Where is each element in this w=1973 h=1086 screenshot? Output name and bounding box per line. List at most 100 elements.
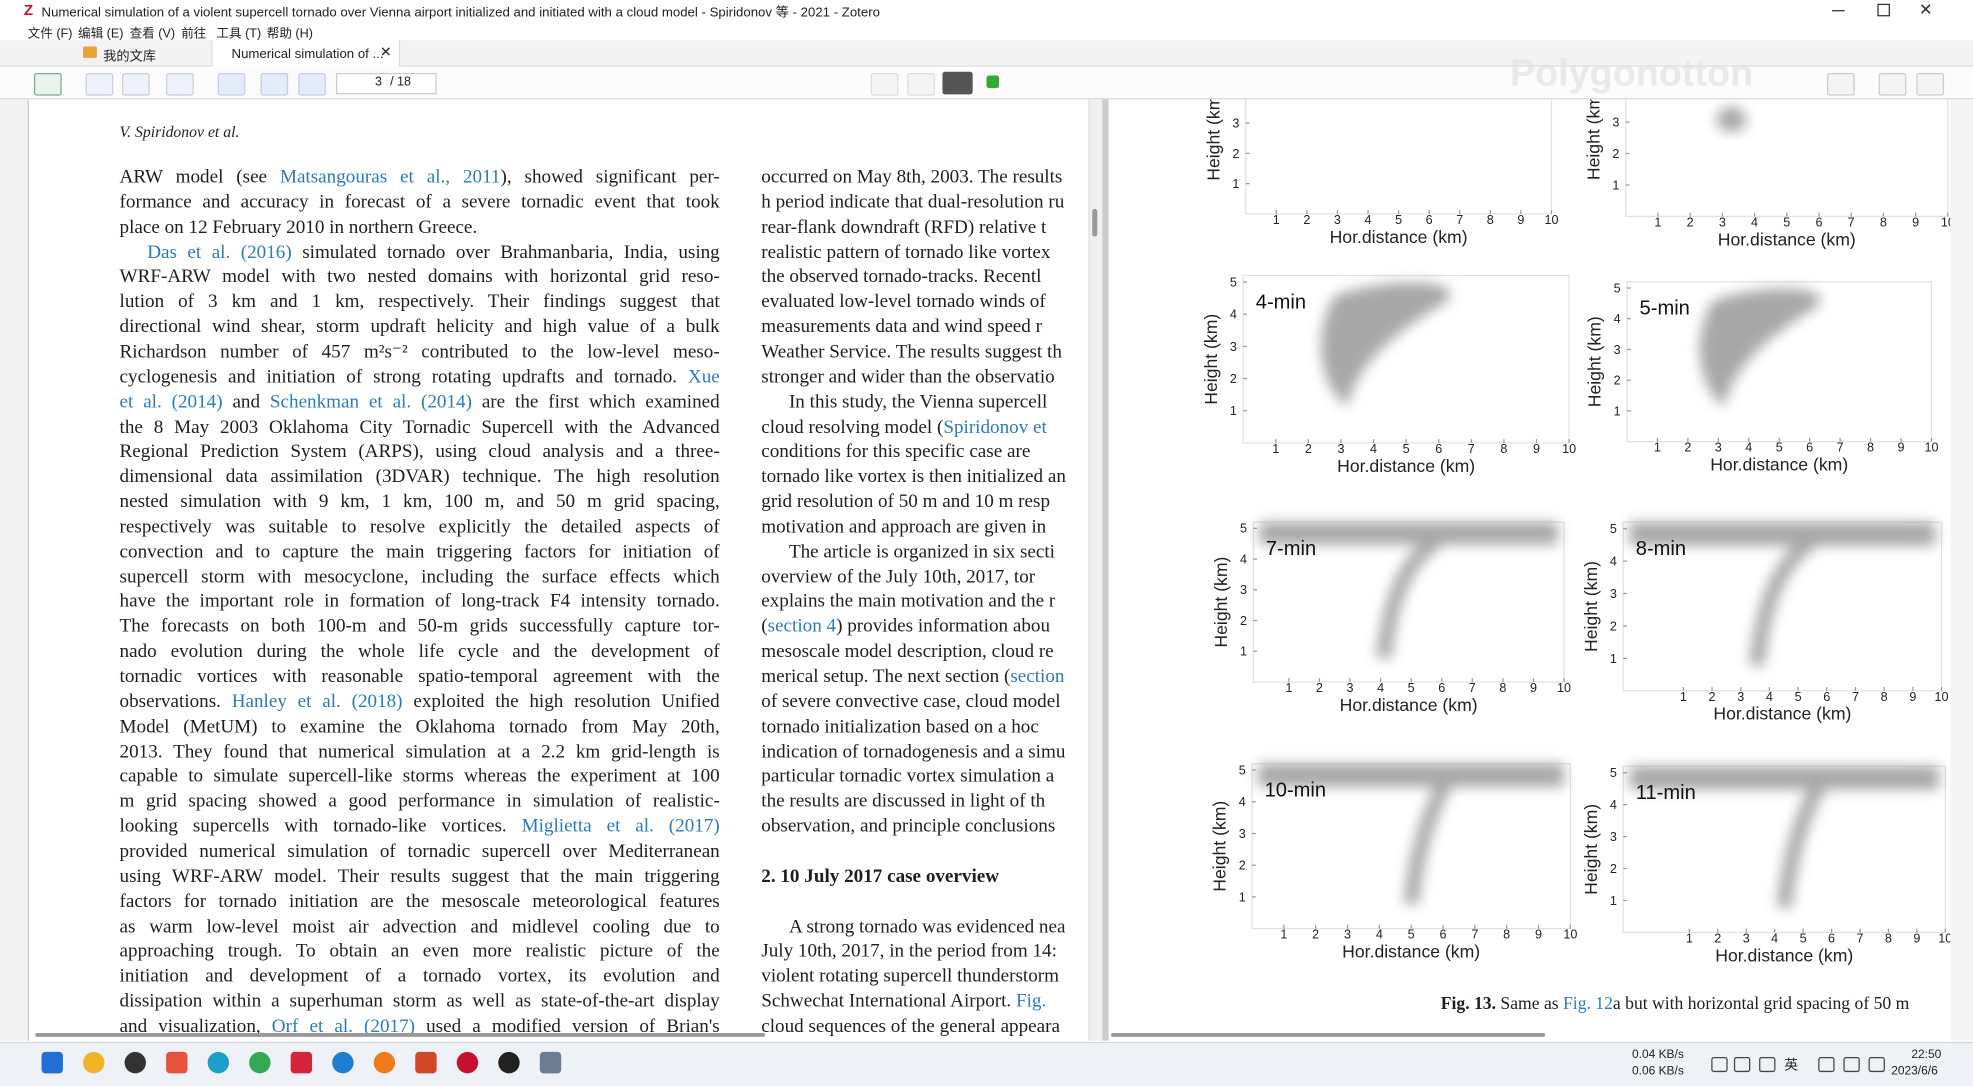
tray-icon[interactable] (1733, 1056, 1751, 1073)
running-head: V. Spiridonov et al. (119, 123, 240, 141)
music-icon[interactable] (290, 1051, 313, 1074)
settings-icon[interactable] (539, 1051, 562, 1074)
area-tool[interactable] (942, 71, 973, 95)
tab-close[interactable]: ✕ (380, 45, 392, 61)
citation-link[interactable]: Spiridonov et (943, 415, 1047, 438)
citation-link[interactable]: Das et al. (2016) (147, 241, 292, 263)
edge-icon[interactable] (207, 1051, 230, 1074)
fit-width[interactable] (166, 72, 194, 96)
tray-icon[interactable] (1843, 1056, 1860, 1073)
text-line: violent rotating supercell thunderstorm (761, 964, 1087, 989)
next-page[interactable] (298, 72, 326, 96)
text-line: the results are discussed in light of th (761, 789, 1087, 814)
tray-icon[interactable] (1818, 1056, 1835, 1073)
text: ), showed significant per- (500, 166, 720, 188)
x-tick-label: 4 (1365, 213, 1372, 227)
text: violent rotating supercell thunderstorm (761, 965, 1060, 987)
active-tab[interactable] (211, 40, 401, 67)
y-tick-label: 1 (1240, 645, 1247, 659)
citation-link[interactable]: Miglietta et al. (2017) (521, 815, 720, 837)
citation-link[interactable]: Schenkman et al. (2014) (269, 390, 472, 413)
x-tick-label: 3 (1334, 213, 1341, 227)
text-line: approaching trough. To obtain an even mo… (120, 939, 720, 964)
citation-link[interactable]: section (1010, 665, 1065, 688)
citation-link[interactable]: Fig. (1015, 990, 1047, 1012)
zoom-in[interactable] (122, 72, 150, 96)
text-line: dimensional data assimilation (3DVAR) te… (120, 465, 720, 490)
tray-icon[interactable] (1868, 1056, 1885, 1073)
context-pane[interactable] (1916, 72, 1945, 96)
text: formance and accuracy in forecast of a s… (119, 191, 720, 213)
citation-link[interactable]: section 4 (767, 615, 837, 638)
text-line: nado evolution during the whole life cyc… (120, 639, 720, 664)
right-scrollbar[interactable] (1950, 99, 1973, 1041)
clock-time[interactable]: 22:50 (1911, 1048, 1942, 1062)
sidebar-toggle[interactable] (33, 72, 62, 96)
menu-item[interactable]: 编辑 (E) (78, 27, 124, 42)
text: Model (MetUM) to examine the Oklahoma to… (119, 715, 720, 737)
page-input[interactable] (335, 72, 437, 95)
minimize-button[interactable] (1832, 10, 1845, 12)
x-tick-label: 5 (1800, 931, 1807, 945)
firefox-icon[interactable] (373, 1051, 396, 1074)
menu-item[interactable]: 前往 (181, 27, 207, 42)
restore-button[interactable] (1877, 3, 1890, 17)
h-scrollbar[interactable] (35, 1033, 766, 1037)
ime-indicator[interactable]: 英 (1784, 1058, 1799, 1074)
splitter[interactable] (1102, 99, 1109, 1041)
h-scrollbar-right[interactable] (1111, 1033, 1546, 1037)
menu-item[interactable]: 工具 (T) (216, 27, 262, 42)
text: The forecasts on both 100-m and 50-m gri… (119, 615, 720, 638)
page-number[interactable]: 3 (374, 75, 382, 90)
recorder-icon[interactable] (498, 1051, 520, 1074)
outline[interactable] (1878, 72, 1907, 96)
citation-link[interactable]: Hanley et al. (2018) (231, 690, 403, 712)
chrome-icon[interactable] (249, 1051, 271, 1074)
text: and (222, 390, 270, 413)
close-button[interactable]: ✕ (1918, 0, 1933, 19)
x-tick-label: 4 (1751, 215, 1758, 229)
vertical-scrollbar[interactable] (1088, 99, 1105, 1041)
x-tick-label: 9 (1912, 215, 1919, 229)
highlight-tool[interactable] (870, 72, 899, 96)
y-tick-label: 3 (1239, 827, 1246, 841)
menu-item[interactable]: 文件 (F) (27, 27, 73, 42)
search[interactable] (1827, 72, 1855, 96)
text: as warm low-level moist air advection an… (119, 915, 720, 937)
citation-link[interactable]: et al. (2014) (119, 390, 223, 413)
app-icon[interactable] (166, 1051, 188, 1074)
menu-item[interactable]: 帮助 (H) (266, 27, 313, 42)
text-line: formance and accuracy in forecast of a s… (120, 190, 720, 215)
citation-link[interactable]: Orf et al. (2017) (271, 1015, 415, 1037)
text: nested simulation with 9 km, 1 km, 100 m… (119, 490, 720, 513)
pdf-page (27, 99, 1089, 1041)
start-icon[interactable] (41, 1051, 63, 1074)
text-line: indication of tornadogenesis and a simu (761, 739, 1087, 764)
explorer-icon[interactable] (83, 1051, 105, 1074)
color-picker[interactable] (986, 75, 1000, 89)
figure-link[interactable]: Fig. 12 (1563, 993, 1613, 1013)
note-tool[interactable] (907, 72, 935, 96)
zotero-icon[interactable] (456, 1051, 479, 1074)
tray-icon[interactable] (1711, 1056, 1728, 1073)
x-tick-label: 1 (1686, 931, 1693, 945)
zoom-out[interactable] (85, 72, 114, 96)
plume-shape (1716, 106, 1747, 133)
text: have the important role in formation of … (119, 590, 720, 613)
back[interactable] (217, 72, 246, 96)
menu-item[interactable]: 查看 (V) (129, 27, 176, 42)
citation-link[interactable]: Matsangouras et al., 2011 (279, 166, 501, 188)
powerpoint-icon[interactable] (415, 1051, 437, 1074)
terminal-icon[interactable] (124, 1051, 146, 1074)
text: h period indicate that dual-resolution r… (761, 191, 1065, 213)
previous-page[interactable] (260, 72, 289, 96)
vscode-icon[interactable] (332, 1051, 354, 1074)
tab[interactable]: 我的文库 (103, 49, 157, 65)
tab[interactable]: Numerical simulation of ... (231, 46, 384, 62)
clock-date[interactable]: 2023/6/6 (1891, 1064, 1938, 1079)
text: rear-flank downdraft (RFD) relative t (761, 216, 1047, 238)
scroll-thumb[interactable] (1092, 208, 1098, 237)
citation-link[interactable]: Xue (687, 365, 720, 388)
y-tick-label: 2 (1240, 614, 1247, 628)
tray-icon[interactable] (1759, 1056, 1776, 1073)
